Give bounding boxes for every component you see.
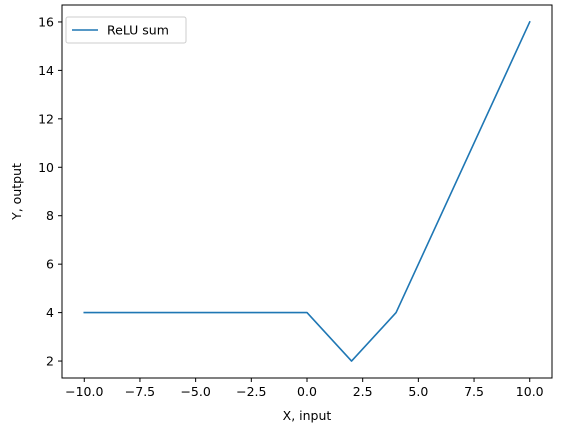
y-tick-label: 16 <box>38 14 54 29</box>
x-axis: −10.0 −7.5 −5.0 −2.5 0.0 2.5 5.0 7.5 10.0 <box>65 378 544 399</box>
x-tick-label: −7.5 <box>125 384 155 399</box>
x-tick-label: −5.0 <box>180 384 210 399</box>
x-axis-label: X, input <box>283 408 332 423</box>
y-tick-label: 12 <box>38 111 54 126</box>
x-tick-label: 10.0 <box>516 384 544 399</box>
y-tick-label: 6 <box>46 257 54 272</box>
x-tick-label: −10.0 <box>65 384 103 399</box>
x-tick-label: 7.5 <box>464 384 484 399</box>
y-tick-label: 8 <box>46 208 54 223</box>
y-tick-label: 14 <box>38 63 54 78</box>
y-tick-label: 4 <box>46 305 54 320</box>
plot-area <box>61 4 553 379</box>
x-tick-label: 0.0 <box>297 384 317 399</box>
legend-label-relu-sum: ReLU sum <box>107 23 169 38</box>
y-tick-label: 2 <box>46 354 54 369</box>
legend: ReLU sum <box>65 16 187 44</box>
legend-box <box>65 16 187 44</box>
x-tick-label: 2.5 <box>353 384 373 399</box>
x-tick-label: 5.0 <box>408 384 428 399</box>
y-tick-label: 10 <box>38 160 54 175</box>
y-axis: 2 4 6 8 10 12 14 16 <box>38 14 62 369</box>
x-tick-label: −2.5 <box>236 384 266 399</box>
series-layer <box>83 20 531 362</box>
y-axis-label: Y, output <box>9 163 24 221</box>
